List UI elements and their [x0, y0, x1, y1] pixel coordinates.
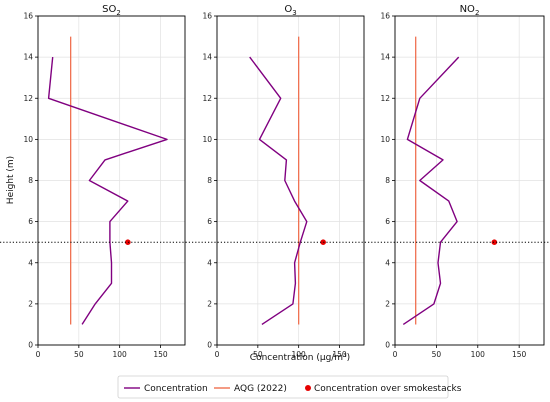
y-tick-label: 4	[385, 258, 390, 267]
x-tick-label: 150	[332, 350, 347, 359]
y-tick-label: 14	[380, 53, 390, 62]
y-tick-label: 6	[28, 217, 33, 226]
panel-title: O3	[284, 4, 296, 17]
y-tick-label: 16	[380, 12, 390, 21]
x-tick-label: 100	[471, 350, 486, 359]
x-tick-label: 0	[215, 350, 220, 359]
y-tick-label: 6	[385, 217, 390, 226]
y-tick-label: 12	[380, 94, 390, 103]
panel-title-formula: SO	[102, 4, 116, 15]
y-axis-label: Height (m)	[6, 156, 16, 204]
x-tick-label: 0	[393, 350, 398, 359]
y-tick-label: 6	[207, 217, 212, 226]
panel-title-subscript: 3	[292, 9, 296, 17]
legend-label-smokestack: Concentration over smokestacks	[314, 384, 462, 394]
smokestack-point	[320, 239, 326, 245]
x-axis-label: Concentration (µg/m³)	[250, 353, 350, 363]
y-tick-label: 16	[23, 12, 33, 21]
x-tick-label: 50	[432, 350, 442, 359]
y-tick-label: 0	[385, 341, 390, 350]
x-tick-label: 150	[153, 350, 168, 359]
legend-box	[117, 375, 449, 399]
y-tick-label: 14	[23, 53, 33, 62]
smokestack-point	[125, 239, 131, 245]
legend-marker-smokestack	[305, 385, 311, 391]
panel-title-subscript: 2	[116, 9, 120, 17]
panel-title-subscript: 2	[475, 9, 479, 17]
y-tick-label: 10	[380, 135, 390, 144]
y-tick-label: 16	[202, 12, 212, 21]
x-tick-label: 150	[512, 350, 527, 359]
panel-title: SO2	[102, 4, 121, 17]
x-tick-label: 100	[292, 350, 307, 359]
y-tick-label: 12	[202, 94, 212, 103]
legend-label-aqg: AQG (2022)	[234, 384, 287, 394]
concentration-line	[402, 56, 460, 325]
panel-title-formula: NO	[460, 4, 475, 15]
y-tick-label: 4	[28, 258, 33, 267]
y-tick-label: 2	[385, 299, 390, 308]
legend-label-concentration: Concentration	[144, 384, 208, 394]
x-tick-label: 100	[113, 350, 128, 359]
y-tick-label: 0	[207, 341, 212, 350]
y-tick-label: 8	[385, 176, 390, 185]
x-tick-label: 50	[74, 350, 84, 359]
concentration-line	[249, 56, 308, 325]
y-tick-label: 8	[28, 176, 33, 185]
smokestack-point	[491, 239, 498, 245]
legend: Concentration AQG (2022) Concentration ove…	[117, 375, 462, 399]
y-tick-label: 14	[202, 53, 212, 62]
y-tick-label: 8	[207, 176, 212, 185]
y-tick-label: 10	[23, 135, 33, 144]
y-tick-label: 4	[207, 258, 212, 267]
y-tick-label: 12	[23, 94, 33, 103]
y-tick-label: 10	[202, 135, 212, 144]
x-tick-label: 50	[253, 350, 263, 359]
panel-2: 0 2 4 6 8 10 12 14 16 0 50 100 150 O3	[202, 4, 365, 359]
panel-title: NO2	[460, 4, 480, 17]
x-tick-label: 0	[36, 350, 41, 359]
y-tick-label: 2	[28, 299, 33, 308]
concentration-line	[47, 57, 168, 325]
y-tick-label: 2	[207, 299, 212, 308]
panel-title-formula: O	[284, 4, 292, 15]
y-tick-label: 0	[28, 341, 33, 350]
